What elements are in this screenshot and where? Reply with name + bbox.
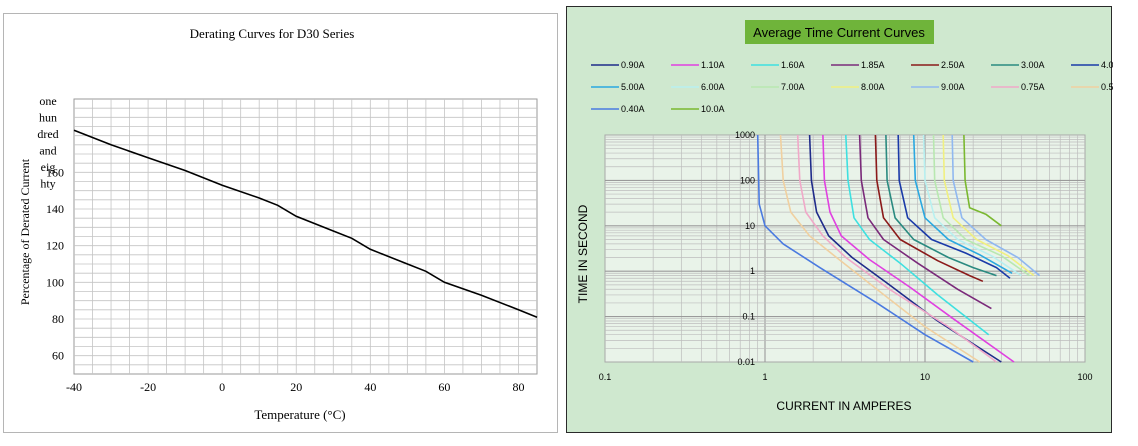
- derating-y-tick-label: 100: [46, 275, 64, 289]
- derating-x-tick-label: 40: [364, 380, 376, 394]
- derating-series-line: [73, 129, 538, 318]
- tcc-legend-label: 5.00A: [621, 82, 645, 92]
- time-current-chart: Average Time Current Curves 0.90A 1.10A 1.…: [576, 20, 1113, 413]
- tcc-title: Average Time Current Curves: [753, 25, 925, 40]
- derating-y-tick-label-spelled: hun: [39, 111, 57, 125]
- tcc-series-line: [922, 134, 1022, 277]
- derating-y-tick-label: 160: [46, 165, 64, 179]
- tcc-y-tick-label: 0.01: [737, 357, 755, 367]
- derating-y-tick-label-spelled: one: [39, 94, 56, 108]
- tcc-series-line: [912, 134, 1013, 274]
- tcc-x-axis-label: CURRENT IN AMPERES: [776, 399, 911, 413]
- tcc-y-tick-label: 1: [750, 266, 755, 276]
- derating-x-tick-label: 20: [290, 380, 302, 394]
- tcc-legend-label: 2.50A: [941, 60, 965, 70]
- tcc-legend-label: 8.00A: [861, 82, 885, 92]
- derating-y-tick-label-spelled: dred: [37, 127, 58, 141]
- derating-y-tick-label: 80: [52, 312, 64, 326]
- tcc-x-tick-label: 1: [762, 372, 767, 382]
- tcc-y-tick-label: 0.1: [742, 312, 755, 322]
- tcc-y-tick-label: 10: [745, 221, 755, 231]
- tcc-legend-label: 3.00A: [1021, 60, 1045, 70]
- tcc-legend-label: 7.00A: [781, 82, 805, 92]
- tcc-legend-label: 4.00A: [1101, 60, 1113, 70]
- derating-x-axis-label: Temperature (°C): [254, 407, 345, 422]
- tcc-y-axis-label: TIME IN SECOND: [576, 204, 590, 303]
- derating-title: Derating Curves for D30 Series: [190, 26, 355, 41]
- tcc-legend-label: 1.10A: [701, 60, 725, 70]
- derating-y-tick-label-spelled: and: [39, 144, 56, 158]
- tcc-series-line: [756, 134, 974, 363]
- derating-y-tick-label: 60: [52, 349, 64, 363]
- derating-x-tick-label: -20: [140, 380, 156, 394]
- tcc-series-line: [779, 134, 981, 363]
- tcc-legend-label: 0.50A: [1101, 82, 1113, 92]
- derating-y-tick-label-spelled: eig: [41, 160, 56, 174]
- derating-x-tick-label: 0: [219, 380, 225, 394]
- tcc-plot-area: [604, 134, 1086, 363]
- tcc-y-tick-label: 100: [740, 175, 755, 185]
- tcc-legend-label: 9.00A: [941, 82, 965, 92]
- tcc-legend-label: 0.40A: [621, 104, 645, 114]
- tcc-series-line: [885, 134, 997, 277]
- derating-y-tick-label: 120: [46, 239, 64, 253]
- derating-x-tick-label: 80: [512, 380, 524, 394]
- tcc-title-box: [745, 20, 934, 44]
- time-current-chart-panel: Average Time Current Curves 0.90A 1.10A 1.…: [566, 6, 1113, 433]
- tcc-legend-label: 6.00A: [701, 82, 725, 92]
- tcc-series-line: [932, 134, 1030, 277]
- derating-chart-panel: Derating Curves for D30 Series 60 80 100 12…: [3, 13, 558, 433]
- tcc-legend-label: 0.75A: [1021, 82, 1045, 92]
- derating-x-tick-label: 60: [438, 380, 450, 394]
- tcc-series-line: [874, 134, 984, 283]
- tcc-x-tick-label: 0.1: [599, 372, 612, 382]
- tcc-series-line: [963, 134, 1002, 227]
- tcc-series-line: [845, 134, 990, 336]
- tcc-series-line: [796, 134, 997, 363]
- derating-y-tick-label-spelled: hty: [40, 177, 55, 191]
- derating-y-axis-label: Percentage of Derated Current: [18, 158, 32, 305]
- tcc-x-tick-label: 100: [1077, 372, 1092, 382]
- tcc-series-line: [897, 134, 1011, 279]
- derating-chart: Derating Curves for D30 Series 60 80 100 12…: [18, 26, 538, 422]
- tcc-series-line: [822, 134, 1015, 363]
- tcc-series-line: [858, 134, 992, 310]
- tcc-y-tick-label: 1000: [735, 130, 755, 140]
- tcc-x-tick-label: 10: [920, 372, 930, 382]
- tcc-series-line: [942, 134, 1035, 277]
- tcc-series-line: [951, 134, 1041, 277]
- tcc-legend-label: 1.60A: [781, 60, 805, 70]
- derating-x-tick-label: -40: [66, 380, 82, 394]
- tcc-legend-label: 10.0A: [701, 104, 725, 114]
- tcc-legend-label: 1.85A: [861, 60, 885, 70]
- tcc-legend-label: 0.90A: [621, 60, 645, 70]
- derating-y-tick-label: 140: [46, 202, 64, 216]
